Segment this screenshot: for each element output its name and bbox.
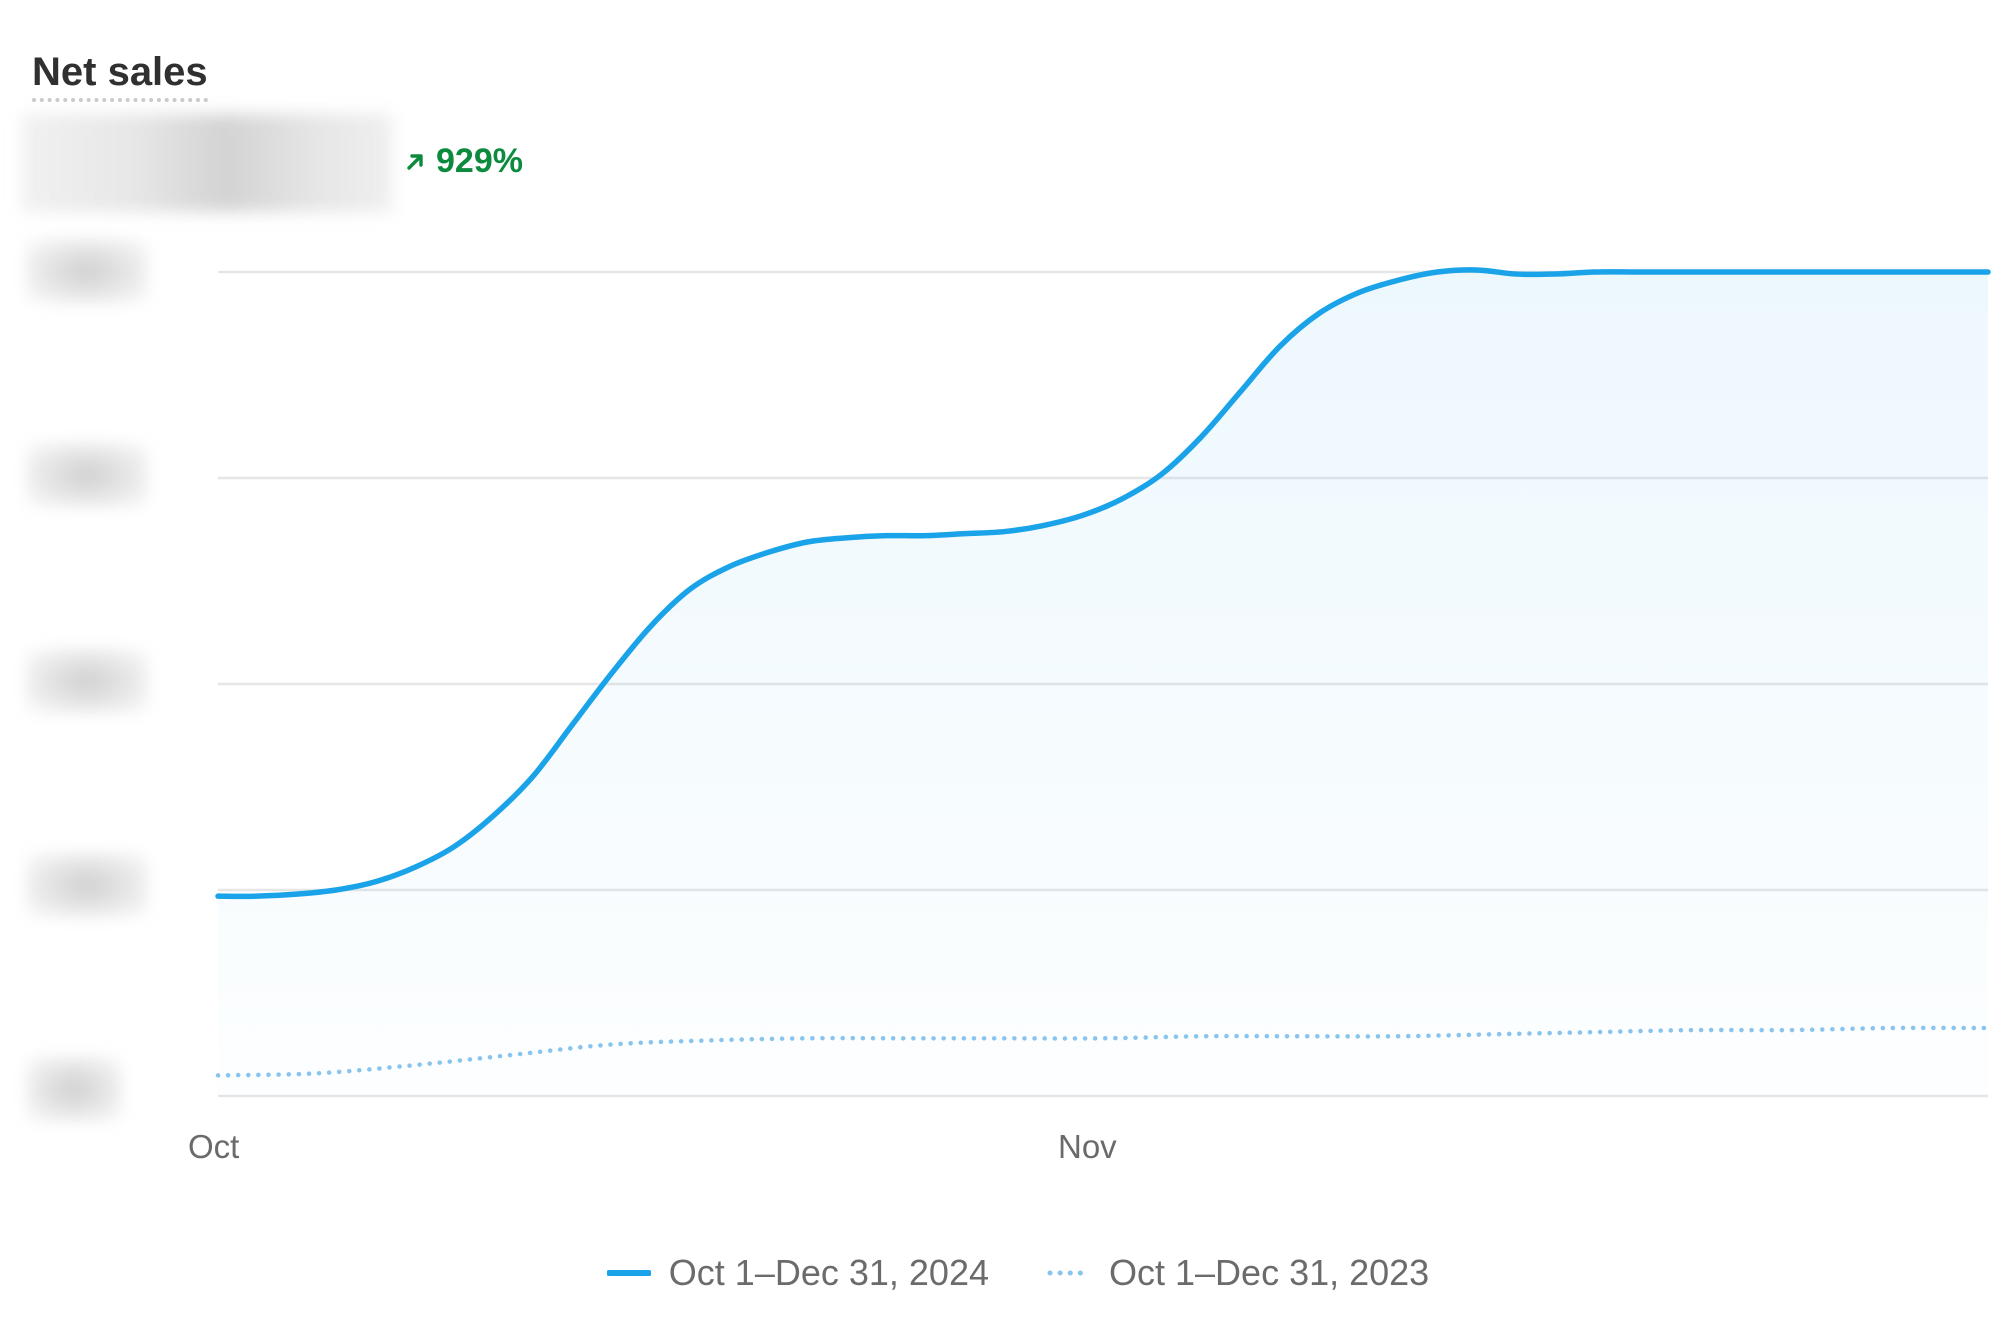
y-tick-label-obscured xyxy=(26,852,148,918)
legend-label-current: Oct 1–Dec 31, 2024 xyxy=(668,1252,989,1293)
metric-title[interactable]: Net sales xyxy=(32,50,208,102)
solid-line-swatch-icon xyxy=(606,1270,651,1276)
net-sales-chart xyxy=(215,267,1991,1098)
legend-label-previous: Oct 1–Dec 31, 2023 xyxy=(1109,1252,1430,1293)
x-tick-label: Nov xyxy=(1058,1128,1117,1165)
legend-item-current[interactable]: Oct 1–Dec 31, 2024 xyxy=(606,1252,989,1294)
series-line-previous[interactable] xyxy=(215,1025,1991,1078)
metric-value-obscured xyxy=(22,114,392,212)
y-tick-label-obscured xyxy=(26,238,148,304)
chart-legend: Oct 1–Dec 31, 2024 Oct 1–Dec 31, 2023 xyxy=(0,1252,2000,1294)
x-tick-label: Oct xyxy=(188,1128,240,1165)
y-tick-label-obscured xyxy=(26,442,148,508)
arrow-up-right-icon xyxy=(407,153,423,170)
series-line-current[interactable] xyxy=(215,267,1991,900)
legend-item-previous[interactable]: Oct 1–Dec 31, 2023 xyxy=(1047,1252,1429,1294)
y-tick-label-obscured xyxy=(26,1056,122,1122)
y-tick-label-obscured xyxy=(26,648,148,714)
current-series-area xyxy=(218,269,1988,1096)
change-badge: 929% xyxy=(404,142,523,181)
change-percent: 929% xyxy=(436,142,523,180)
dotted-line-swatch-icon xyxy=(1047,1270,1091,1276)
